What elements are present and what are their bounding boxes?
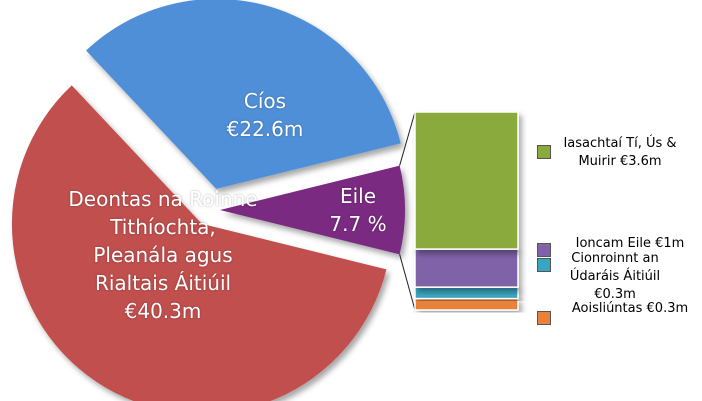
legend-swatch	[537, 311, 551, 325]
legend-value: €1m	[655, 236, 685, 251]
slice-value: €22.6m	[226, 117, 304, 141]
bar-segment	[414, 248, 519, 288]
legend-swatch	[537, 145, 551, 159]
bar-segment	[414, 111, 519, 250]
pie-slice	[86, 0, 401, 189]
connector	[399, 111, 416, 166]
legend-label: Cionroinnt an Údaráis Áitiúil €0.3m	[555, 250, 675, 304]
legend-label: Ioncam Eile €1m	[555, 235, 702, 253]
legend-name: Aoisliúntas	[571, 301, 643, 316]
legend-value: €0.3m	[646, 301, 689, 316]
slice-name: Cíos	[243, 89, 287, 113]
slice-label: Eile 7.7 %	[318, 182, 398, 238]
legend-value: €3.6m	[619, 154, 662, 169]
slice-name: Deontas na Roinne Tithíochta, Pleanála a…	[68, 187, 258, 295]
pie-slice	[220, 165, 405, 255]
legend-swatch	[537, 258, 551, 272]
bar-segment	[414, 297, 519, 311]
legend-name: Cionroinnt an Údaráis Áitiúil	[569, 251, 661, 284]
slice-label: Deontas na Roinne Tithíochta, Pleanála a…	[68, 185, 258, 325]
slice-name: Eile	[339, 184, 377, 208]
slice-value: 7.7 %	[329, 212, 387, 236]
legend-label: Iasachtaí Tí, Ús & Muirir €3.6m	[555, 135, 685, 171]
bar-segment	[414, 286, 519, 300]
slice-value: €40.3m	[124, 299, 202, 323]
legend-swatch	[537, 243, 551, 257]
legend-label: Aoisliúntas €0.3m	[555, 300, 702, 318]
legend-name: Ioncam Eile	[575, 236, 651, 251]
legend-value: €0.3m	[594, 287, 636, 302]
legend-name: Iasachtaí Tí, Ús & Muirir	[563, 136, 677, 169]
pie-slice	[11, 85, 387, 401]
slice-label: Cíos €22.6m	[190, 87, 340, 143]
connector	[399, 254, 416, 311]
